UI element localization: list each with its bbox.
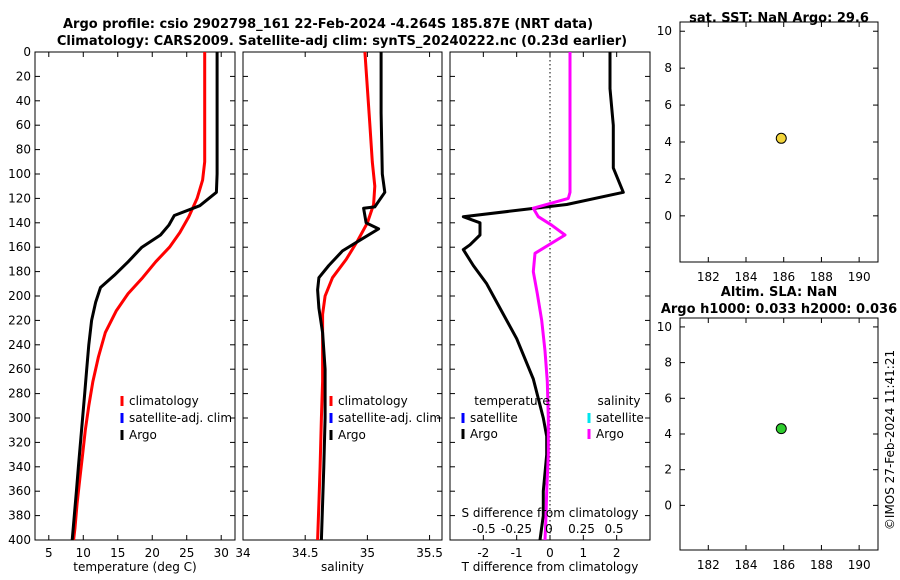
sla_panel-x-tick-label: 184 [735, 558, 758, 572]
sst_panel-x-tick-label: 184 [735, 270, 758, 284]
difference-legend-temperature-argo-label: Argo [470, 427, 498, 441]
x-tick-label: 34 [235, 546, 250, 560]
sla-marker [775, 423, 787, 435]
salinity-x-label: salinity [321, 560, 364, 574]
depth-tick-label: 40 [16, 94, 31, 108]
sst_panel-y-tick-label: 0 [664, 209, 672, 223]
sst_panel-x-tick-label: 186 [772, 270, 795, 284]
sst_panel-y-tick-label: 4 [664, 135, 672, 149]
depth-tick-label: 220 [8, 313, 31, 327]
x-tick-label: 25 [179, 546, 194, 560]
s-difference-tick-label: 0 [545, 522, 553, 536]
salinity-legend-satellite-label: satellite-adj. clim [338, 411, 441, 425]
sla_panel-x-tick-label: 190 [848, 558, 871, 572]
x-tick-label: 20 [145, 546, 160, 560]
depth-tick-label: 280 [8, 387, 31, 401]
difference-top-label: S difference from climatology [462, 506, 639, 520]
sst_panel-y-tick-label: 6 [664, 98, 672, 112]
depth-tick-label: 60 [16, 118, 31, 132]
x-tick-label: 1 [580, 546, 588, 560]
depth-tick-label: 140 [8, 216, 31, 230]
x-tick-label: 35 [360, 546, 375, 560]
depth-tick-label: 240 [8, 338, 31, 352]
x-tick-label: 35.5 [416, 546, 443, 560]
s-difference-tick-label: -0.25 [501, 522, 532, 536]
depth-tick-label: 340 [8, 460, 31, 474]
sst-marker [775, 132, 787, 144]
sla_panel-title-1: Altim. SLA: NaN [721, 285, 837, 300]
difference-argo-temperature-line [461, 52, 625, 541]
s-difference-tick-label: 0.5 [604, 522, 623, 536]
sst_panel-y-tick-label: 8 [664, 61, 672, 75]
depth-tick-label: 80 [16, 143, 31, 157]
depth-tick-label: 260 [8, 362, 31, 376]
x-tick-label: 34.5 [292, 546, 319, 560]
sla_panel-x-tick-label: 186 [772, 558, 795, 572]
temperature-argo-line [70, 52, 219, 541]
figure-title-line2: Climatology: CARS2009. Satellite-adj cli… [57, 34, 627, 49]
depth-tick-label: 0 [23, 45, 31, 59]
x-tick-label: 0 [546, 546, 554, 560]
difference-x-label: T difference from climatology [461, 560, 639, 574]
x-tick-label: 30 [214, 546, 229, 560]
sst_panel-x-tick-label: 188 [810, 270, 833, 284]
salinity-legend-argo-label: Argo [338, 428, 366, 442]
temperature-climatology-line [72, 52, 207, 541]
temperature-x-label: temperature (deg C) [73, 560, 196, 574]
figure-title-line1: Argo profile: csio 2902798_161 22-Feb-20… [63, 17, 593, 32]
depth-tick-label: 200 [8, 289, 31, 303]
sla_panel-y-tick-label: 10 [657, 320, 672, 334]
depth-tick-label: 320 [8, 435, 31, 449]
depth-tick-label: 180 [8, 265, 31, 279]
x-tick-label: 2 [613, 546, 621, 560]
salinity-climatology-line [316, 51, 377, 541]
difference-legend-salinity-header: salinity [597, 394, 640, 408]
depth-tick-label: 20 [16, 69, 31, 83]
sla_panel-y-tick-label: 2 [664, 463, 672, 477]
imos-credit: ©IMOS 27-Feb-2024 11:41:21 [883, 350, 897, 530]
sst_panel-x-tick-label: 182 [697, 270, 720, 284]
panels: 0204060801001201401601802002202402602803… [8, 11, 897, 574]
salinity-panel-frame [242, 51, 443, 541]
depth-tick-label: 100 [8, 167, 31, 181]
sla_panel-frame [679, 317, 879, 551]
salinity-legend-climatology-label: climatology [338, 394, 408, 408]
temperature-legend-climatology-label: climatology [129, 394, 199, 408]
difference-argo-salinity-line [531, 52, 572, 541]
depth-tick-label: 120 [8, 191, 31, 205]
difference-legend-temperature-header: temperature [474, 394, 549, 408]
x-tick-label: 15 [110, 546, 125, 560]
depth-tick-label: 400 [8, 533, 31, 547]
sst_panel-y-tick-label: 10 [657, 24, 672, 38]
difference-legend-salinity-argo-label: Argo [596, 427, 624, 441]
sla_panel-y-tick-label: 8 [664, 356, 672, 370]
s-difference-tick-label: 0.25 [568, 522, 595, 536]
sla_panel-y-tick-label: 4 [664, 427, 672, 441]
sla_panel-y-tick-label: 6 [664, 391, 672, 405]
x-tick-label: -1 [511, 546, 523, 560]
temperature-legend-satellite-label: satellite-adj. clim [129, 411, 232, 425]
salinity-argo-line [316, 52, 387, 541]
x-tick-label: -2 [477, 546, 489, 560]
x-tick-label: 5 [45, 546, 53, 560]
temperature-legend-argo-label: Argo [129, 428, 157, 442]
sla_panel-x-tick-label: 188 [810, 558, 833, 572]
sst_panel-title-1: sat. SST: NaN Argo: 29.6 [689, 11, 869, 26]
x-tick-label: 10 [76, 546, 91, 560]
depth-tick-label: 300 [8, 411, 31, 425]
sla_panel-y-tick-label: 0 [664, 498, 672, 512]
s-difference-tick-label: -0.5 [472, 522, 495, 536]
depth-tick-label: 160 [8, 240, 31, 254]
sst_panel-x-tick-label: 190 [848, 270, 871, 284]
depth-tick-label: 360 [8, 484, 31, 498]
depth-tick-label: 380 [8, 509, 31, 523]
difference-legend-temperature-satellite-label: satellite [470, 411, 518, 425]
sla_panel-title-2: Argo h1000: 0.033 h2000: 0.036 [661, 302, 897, 317]
sla_panel-x-tick-label: 182 [697, 558, 720, 572]
difference-legend-salinity-satellite-label: satellite [596, 411, 644, 425]
sst_panel-y-tick-label: 2 [664, 172, 672, 186]
